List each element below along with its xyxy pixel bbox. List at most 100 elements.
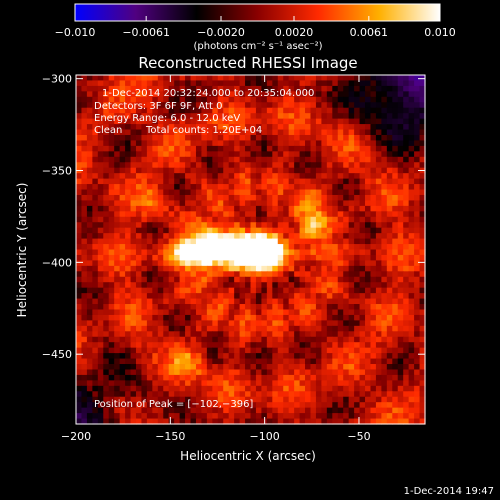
heatmap-cell: [294, 211, 301, 218]
heatmap-cell: [217, 396, 224, 403]
heatmap-cell: [217, 184, 224, 191]
heatmap-cell: [255, 413, 262, 420]
heatmap-cell: [206, 140, 213, 147]
heatmap-cell: [343, 134, 350, 142]
heatmap-cell: [206, 385, 213, 392]
heatmap-cell: [163, 200, 170, 207]
heatmap-cell: [195, 331, 203, 338]
heatmap-cell: [305, 418, 312, 425]
heatmap-cell: [108, 151, 115, 158]
heatmap-cell: [163, 407, 170, 414]
heatmap-cell: [130, 358, 137, 365]
heatmap-cell: [125, 413, 132, 420]
heatmap-cell: [190, 118, 197, 125]
heatmap-cell: [321, 325, 328, 332]
heatmap-cell: [185, 314, 192, 321]
heatmap-cell: [354, 145, 361, 152]
heatmap-cell: [354, 178, 361, 185]
heatmap-cell: [174, 162, 181, 169]
heatmap-cell: [310, 342, 317, 349]
heatmap-cell: [250, 342, 257, 349]
heatmap-cell: [403, 380, 410, 387]
heatmap-cell: [228, 80, 235, 87]
heatmap-cell: [239, 331, 246, 338]
heatmap-cell: [386, 113, 393, 120]
heatmap-cell: [392, 151, 399, 158]
heatmap-cell: [212, 380, 219, 387]
heatmap-cell: [348, 75, 355, 82]
heatmap-cell: [103, 91, 110, 98]
heatmap-cell: [277, 227, 284, 234]
heatmap-cell: [288, 167, 295, 174]
heatmap-cell: [277, 129, 284, 136]
heatmap-cell: [163, 271, 170, 278]
heatmap-cell: [217, 265, 224, 272]
heatmap-cell: [146, 380, 153, 387]
heatmap-cell: [414, 107, 421, 114]
heatmap-cell: [343, 211, 350, 218]
heatmap-cell: [201, 385, 208, 392]
heatmap-cell: [125, 194, 132, 202]
heatmap-cell: [152, 107, 159, 114]
heatmap-cell: [277, 124, 284, 131]
heatmap-cell: [261, 129, 268, 136]
heatmap-cell: [119, 178, 126, 185]
heatmap-cell: [239, 244, 246, 251]
heatmap-cell: [343, 162, 350, 169]
heatmap-cell: [245, 184, 252, 191]
heatmap-cell: [255, 331, 262, 338]
heatmap-cell: [97, 156, 104, 163]
heatmap-cell: [419, 309, 426, 316]
heatmap-cell: [245, 325, 252, 332]
heatmap-cell: [403, 178, 410, 185]
heatmap-cell: [223, 107, 230, 114]
heatmap-cell: [103, 309, 110, 316]
heatmap-cell: [228, 413, 235, 420]
heatmap-cell: [179, 156, 186, 163]
heatmap-cell: [81, 374, 88, 381]
heatmap-cell: [179, 413, 186, 420]
heatmap-cell: [81, 353, 88, 360]
heatmap-cell: [223, 271, 230, 278]
heatmap-cell: [86, 124, 93, 131]
heatmap-cell: [354, 358, 361, 365]
heatmap-cell: [354, 407, 361, 414]
heatmap-cell: [288, 227, 295, 234]
heatmap-cell: [288, 244, 295, 251]
heatmap-cell: [239, 227, 246, 234]
heatmap-cell: [397, 194, 404, 202]
heatmap-cell: [272, 385, 279, 392]
heatmap-cell: [163, 287, 170, 294]
heatmap-cell: [76, 156, 83, 163]
heatmap-cell: [370, 80, 377, 87]
heatmap-cell: [201, 418, 208, 425]
heatmap-cell: [152, 151, 159, 158]
heatmap-cell: [294, 418, 301, 425]
heatmap-cell: [201, 320, 208, 327]
heatmap-cell: [375, 102, 382, 109]
heatmap-cell: [135, 418, 143, 425]
heatmap-cell: [135, 200, 143, 207]
heatmap-cell: [283, 227, 290, 234]
heatmap-cell: [310, 309, 317, 316]
heatmap-cell: [81, 162, 88, 169]
heatmap-cell: [310, 293, 317, 300]
heatmap-cell: [81, 309, 88, 316]
heatmap-cell: [381, 358, 388, 365]
heatmap-cell: [354, 347, 361, 354]
heatmap-cell: [228, 287, 235, 294]
heatmap-cell: [392, 75, 399, 82]
heatmap-cell: [250, 134, 257, 142]
heatmap-cell: [359, 200, 366, 207]
heatmap-cell: [119, 413, 126, 420]
heatmap-cell: [234, 244, 241, 251]
heatmap-cell: [81, 276, 88, 283]
heatmap-cell: [392, 145, 399, 152]
heatmap-cell: [370, 140, 377, 147]
heatmap-cell: [381, 407, 388, 414]
heatmap-cell: [408, 113, 415, 120]
heatmap-cell: [76, 380, 83, 387]
heatmap-cell: [305, 336, 312, 343]
heatmap-cell: [266, 418, 273, 425]
heatmap-cell: [419, 102, 426, 109]
